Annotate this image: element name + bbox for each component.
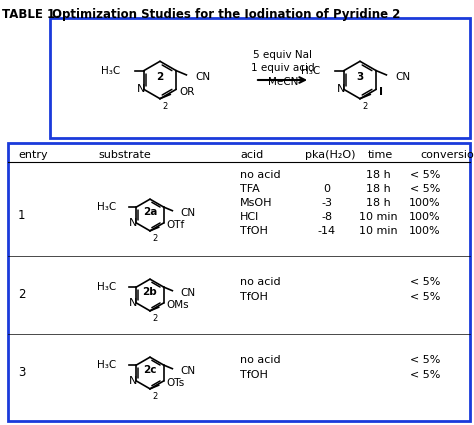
Text: TFA: TFA <box>240 184 260 194</box>
Text: N: N <box>129 218 137 228</box>
Text: OMs: OMs <box>166 300 189 310</box>
Text: HCl: HCl <box>240 212 259 222</box>
Text: CN: CN <box>180 366 195 376</box>
Bar <box>50 18 470 138</box>
Text: CN: CN <box>395 72 410 82</box>
Text: < 5%: < 5% <box>410 370 440 380</box>
Text: OTs: OTs <box>166 378 185 388</box>
Text: 2: 2 <box>152 314 158 323</box>
Text: 2: 2 <box>18 289 26 301</box>
Text: 100%: 100% <box>409 212 441 222</box>
Text: no acid: no acid <box>240 355 281 365</box>
Text: < 5%: < 5% <box>410 170 440 180</box>
Bar <box>8 143 470 421</box>
Text: H₃C: H₃C <box>301 65 320 76</box>
Text: 18 h: 18 h <box>365 184 391 194</box>
Text: 3: 3 <box>18 366 26 380</box>
Text: 18 h: 18 h <box>365 198 391 208</box>
Text: no acid: no acid <box>240 277 281 287</box>
Text: MeCN: MeCN <box>268 77 298 87</box>
Text: 18 h: 18 h <box>365 170 391 180</box>
Text: TfOH: TfOH <box>240 292 268 302</box>
Text: TfOH: TfOH <box>240 370 268 380</box>
Text: CN: CN <box>180 288 195 298</box>
Text: H₃C: H₃C <box>97 202 116 212</box>
Text: 5 equiv NaI: 5 equiv NaI <box>254 50 312 60</box>
Text: N: N <box>129 376 137 386</box>
Text: 2a: 2a <box>143 207 157 217</box>
Text: OTf: OTf <box>166 220 185 230</box>
Text: N: N <box>337 84 345 94</box>
Text: < 5%: < 5% <box>410 277 440 287</box>
Text: acid: acid <box>240 150 263 160</box>
Text: time: time <box>368 150 393 160</box>
Text: 1: 1 <box>18 209 26 221</box>
Text: 2: 2 <box>156 71 164 82</box>
Text: no acid: no acid <box>240 170 281 180</box>
Text: 2: 2 <box>152 234 158 244</box>
Text: < 5%: < 5% <box>410 292 440 302</box>
Text: 2b: 2b <box>143 287 157 297</box>
Text: < 5%: < 5% <box>410 184 440 194</box>
Text: substrate: substrate <box>99 150 151 160</box>
Text: conversionᵃ: conversionᵃ <box>420 150 474 160</box>
Text: entry: entry <box>18 150 47 160</box>
Text: H₃C: H₃C <box>97 360 116 370</box>
Text: TABLE 1.: TABLE 1. <box>2 8 60 21</box>
Text: MsOH: MsOH <box>240 198 273 208</box>
Text: 10 min: 10 min <box>359 212 397 222</box>
Text: 1 equiv acid: 1 equiv acid <box>251 63 315 73</box>
Text: 2: 2 <box>363 102 368 111</box>
Text: -14: -14 <box>318 226 336 236</box>
Text: 100%: 100% <box>409 198 441 208</box>
Text: I: I <box>379 87 383 97</box>
Text: 0: 0 <box>323 184 330 194</box>
Text: N: N <box>129 298 137 308</box>
Text: H₃C: H₃C <box>101 65 120 76</box>
Text: Optimization Studies for the Iodination of Pyridine 2: Optimization Studies for the Iodination … <box>52 8 401 21</box>
Text: CN: CN <box>180 208 195 218</box>
Text: N: N <box>137 84 145 94</box>
Text: 3: 3 <box>356 71 364 82</box>
Text: < 5%: < 5% <box>410 355 440 365</box>
Text: 2c: 2c <box>143 365 157 375</box>
Text: pka(H₂O): pka(H₂O) <box>305 150 356 160</box>
Text: 10 min: 10 min <box>359 226 397 236</box>
Text: -3: -3 <box>321 198 332 208</box>
Text: CN: CN <box>195 72 210 82</box>
Text: H₃C: H₃C <box>97 282 116 292</box>
Text: 100%: 100% <box>409 226 441 236</box>
Text: 2: 2 <box>163 102 168 111</box>
Text: OR: OR <box>179 87 194 97</box>
Text: -8: -8 <box>321 212 333 222</box>
Text: 2: 2 <box>152 392 158 401</box>
Text: TfOH: TfOH <box>240 226 268 236</box>
